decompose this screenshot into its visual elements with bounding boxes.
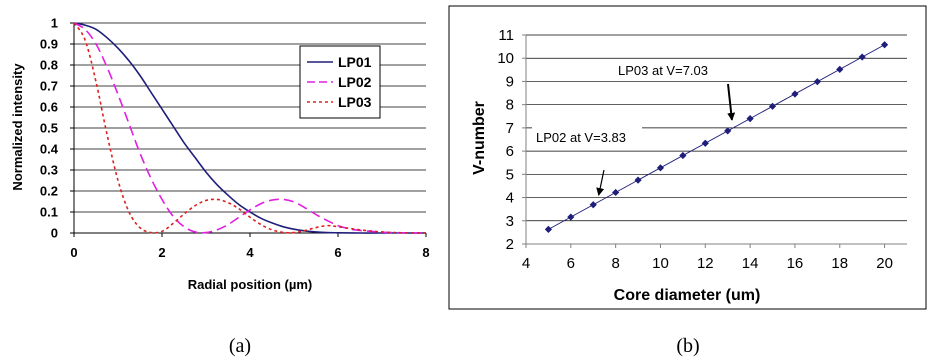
chart-b-annotations: LP02 at V=3.83 LP03 at V=7.03: [532, 60, 736, 197]
data-point: [679, 151, 687, 160]
annotation-lp03: LP03 at V=7.03: [618, 63, 708, 78]
chart-b-y-tick-label: 2: [506, 236, 514, 253]
data-point: [791, 90, 799, 98]
chart-b-y-label: V-number: [471, 101, 488, 175]
annotation-arrow-lp02: [596, 169, 605, 197]
legend-label-lp03: LP03: [338, 94, 372, 110]
data-point: [813, 78, 821, 86]
chart-b-series: [544, 41, 889, 233]
data-point: [656, 164, 665, 172]
chart-b-x-tick-label: 18: [831, 255, 848, 272]
chart-b-caption: (b): [676, 335, 699, 357]
annotation-bg-lp02: [532, 127, 642, 147]
annotation-bg-lp03: [614, 60, 726, 80]
chart-b-y-tick-label: 11: [498, 27, 514, 44]
chart-a-y-tick-label: 0.1: [40, 205, 58, 220]
data-point: [634, 176, 642, 184]
chart-a-y-tick-label: 0.9: [40, 37, 58, 52]
chart-a-gridlines: [74, 22, 426, 213]
chart-b-y-tick-label: 6: [506, 143, 514, 160]
chart-b-y-tick-label: 10: [497, 50, 514, 67]
data-point: [567, 213, 575, 221]
chart-a-y-tick-label: 0: [51, 226, 58, 241]
data-point: [768, 102, 777, 110]
series-lp03: [73, 22, 427, 234]
chart-b: 2 3 4 5 6 7 8 9 10 11 4 6 8 10 12 14 16 18 20 LP02 at V=3…: [448, 5, 927, 357]
chart-a-x-tick-label: 8: [422, 245, 429, 260]
chart-b-x-tick-label: 10: [652, 255, 669, 272]
chart-b-x-label: Core diameter (um): [614, 287, 761, 304]
data-point: [724, 127, 732, 135]
data-point: [612, 188, 620, 197]
data-point: [880, 41, 889, 49]
chart-b-x-tick-label: 8: [611, 255, 619, 272]
data-point: [544, 225, 553, 233]
chart-b-y-tick-label: 4: [506, 190, 514, 207]
chart-a-y-ticks: 0 0.1 0.2 0.3 0.4 0.5 0.6 0.7 0.8 0.9 1: [40, 16, 74, 241]
chart-a-legend: LP01 LP02 LP03: [299, 45, 381, 119]
chart-a-x-tick-label: 4: [246, 245, 254, 260]
data-point: [746, 115, 754, 123]
chart-a: 0 0.1 0.2 0.3 0.4 0.5 0.6 0.7 0.8 0.9 1 0 2 4 6 8 Radi…: [10, 16, 430, 358]
legend-label-lp01: LP01: [338, 54, 372, 70]
chart-a-y-tick-label: 0.8: [40, 58, 58, 73]
chart-b-y-tick-label: 3: [506, 213, 514, 230]
chart-a-y-tick-label: 0.2: [40, 184, 58, 199]
chart-b-trendline: [548, 44, 885, 230]
series-lp01: [73, 22, 426, 234]
chart-b-x-tick-label: 6: [567, 255, 575, 272]
chart-a-x-label: Radial position (µm): [188, 277, 313, 292]
chart-b-x-tick-label: 20: [876, 255, 893, 272]
chart-b-x-tick-label: 14: [742, 255, 759, 272]
chart-a-y-tick-label: 0.6: [40, 100, 58, 115]
series-lp02: [73, 22, 427, 234]
chart-a-y-tick-label: 0.5: [40, 121, 58, 136]
chart-a-x-tick-label: 6: [334, 245, 341, 260]
chart-b-y-tick-label: 9: [506, 73, 514, 90]
chart-a-y-label: Normalized intensity: [10, 63, 25, 191]
data-point: [589, 201, 597, 209]
legend-label-lp02: LP02: [338, 74, 372, 90]
annotation-lp02: LP02 at V=3.83: [536, 130, 626, 145]
chart-b-x-tick-label: 16: [787, 255, 804, 272]
chart-b-frame: [448, 5, 927, 310]
chart-b-y-ticks: 2 3 4 5 6 7 8 9 10 11: [497, 27, 526, 253]
chart-a-x-ticks: 0 2 4 6 8: [70, 233, 430, 260]
data-point: [858, 53, 866, 61]
chart-a-y-tick-label: 1: [51, 16, 58, 31]
chart-a-series: [73, 22, 427, 234]
chart-b-x-tick-label: 4: [522, 255, 530, 272]
chart-a-caption: (a): [229, 335, 251, 357]
data-point: [836, 65, 844, 73]
data-point: [701, 139, 709, 147]
chart-b-y-tick-label: 7: [506, 120, 514, 137]
chart-a-y-tick-label: 0.7: [40, 79, 58, 94]
chart-a-x-tick-label: 2: [158, 245, 165, 260]
annotation-arrow-lp03: [727, 83, 736, 121]
chart-b-y-tick-label: 5: [506, 166, 514, 183]
chart-a-y-tick-label: 0.4: [40, 142, 59, 157]
chart-a-x-tick-label: 0: [70, 245, 77, 260]
chart-b-x-ticks: 4 6 8 10 12 14 16 18 20: [522, 244, 893, 272]
chart-b-x-tick-label: 12: [697, 255, 714, 272]
chart-a-y-tick-label: 0.3: [40, 163, 58, 178]
chart-b-y-tick-label: 8: [506, 97, 514, 114]
